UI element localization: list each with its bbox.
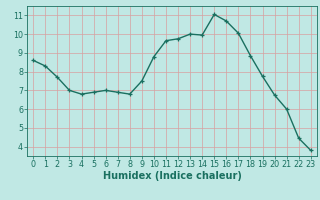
X-axis label: Humidex (Indice chaleur): Humidex (Indice chaleur) — [103, 171, 241, 181]
